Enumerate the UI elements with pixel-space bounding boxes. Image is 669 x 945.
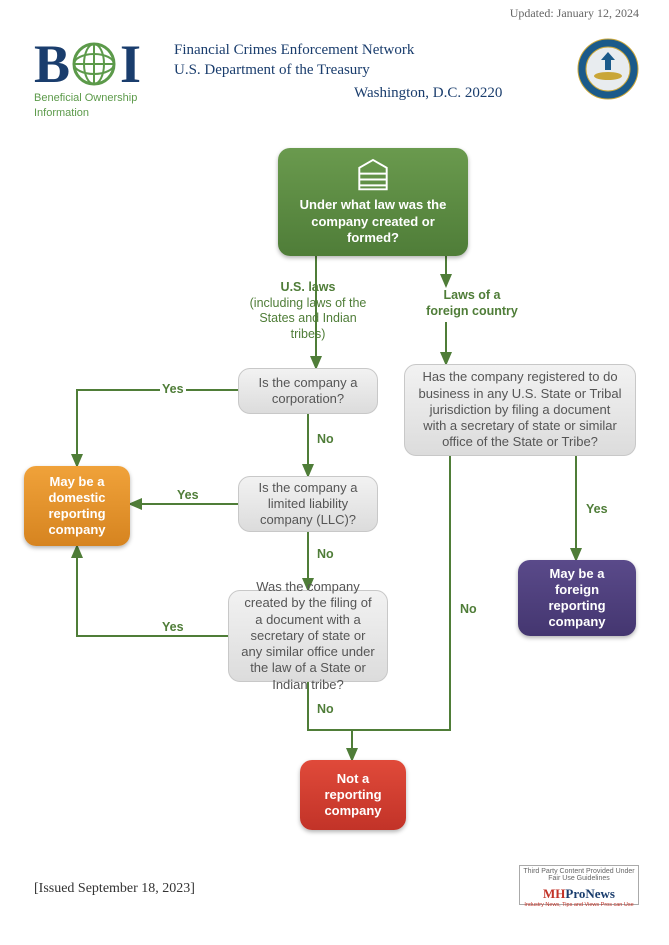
flowchart: No No No Yes Yes Yes No Yes Under what law was t… <box>0 140 669 880</box>
globe-icon <box>72 42 116 86</box>
logo-letter-i: I <box>120 37 141 91</box>
node-q_corp: Is the company a corporation? <box>238 368 378 414</box>
node-domestic: May be a domestic reporting company <box>24 466 130 546</box>
agency-line-1: Financial Crimes Enforcement Network <box>174 40 502 60</box>
node-foreign: May be a foreign reporting company <box>518 560 636 636</box>
agency-line-2: U.S. Department of the Treasury <box>174 60 502 80</box>
branch-label-us: U.S. laws(including laws of the States a… <box>248 280 368 343</box>
logo-letter-b: B <box>34 37 70 91</box>
edge-label: Yes <box>584 502 610 516</box>
node-not: Not a reporting company <box>300 760 406 830</box>
issued-date: [Issued September 18, 2023] <box>34 881 195 897</box>
agency-block: Financial Crimes Enforcement Network U.S… <box>174 40 502 103</box>
node-start: Under what law was the company created o… <box>278 148 468 256</box>
edge-label: Yes <box>160 382 186 396</box>
branch-label-foreign: Laws of aforeign country <box>412 288 532 319</box>
agency-location: Washington, D.C. 20220 <box>354 83 502 103</box>
node-q_llc: Is the company a limited liability compa… <box>238 476 378 532</box>
logo-subtitle-2: Information <box>34 107 164 120</box>
attribution-box: Third Party Content Provided Under Fair … <box>519 865 639 905</box>
logo-subtitle-1: Beneficial Ownership <box>34 92 164 105</box>
attribution-brand: MHProNews <box>522 886 636 902</box>
treasury-seal-icon <box>577 38 639 100</box>
edge-label: No <box>315 702 336 716</box>
updated-date: Updated: January 12, 2024 <box>510 6 639 21</box>
attribution-tagline: Industry News, Tips and Views Pros can U… <box>522 902 636 908</box>
edge-label: No <box>315 547 336 561</box>
page-header: B I Beneficial Ownership Information Fin… <box>34 38 639 128</box>
edge-label: Yes <box>160 620 186 634</box>
boi-logo: B I Beneficial Ownership Information <box>34 38 164 120</box>
edge-label: No <box>458 602 479 616</box>
edge-label: No <box>315 432 336 446</box>
building-icon <box>353 158 393 191</box>
edge-label: Yes <box>175 488 201 502</box>
attribution-disclaimer: Third Party Content Provided Under Fair … <box>522 868 636 882</box>
node-q_foreign_reg: Has the company registered to do busines… <box>404 364 636 456</box>
node-q_filed: Was the company created by the filing of… <box>228 590 388 682</box>
